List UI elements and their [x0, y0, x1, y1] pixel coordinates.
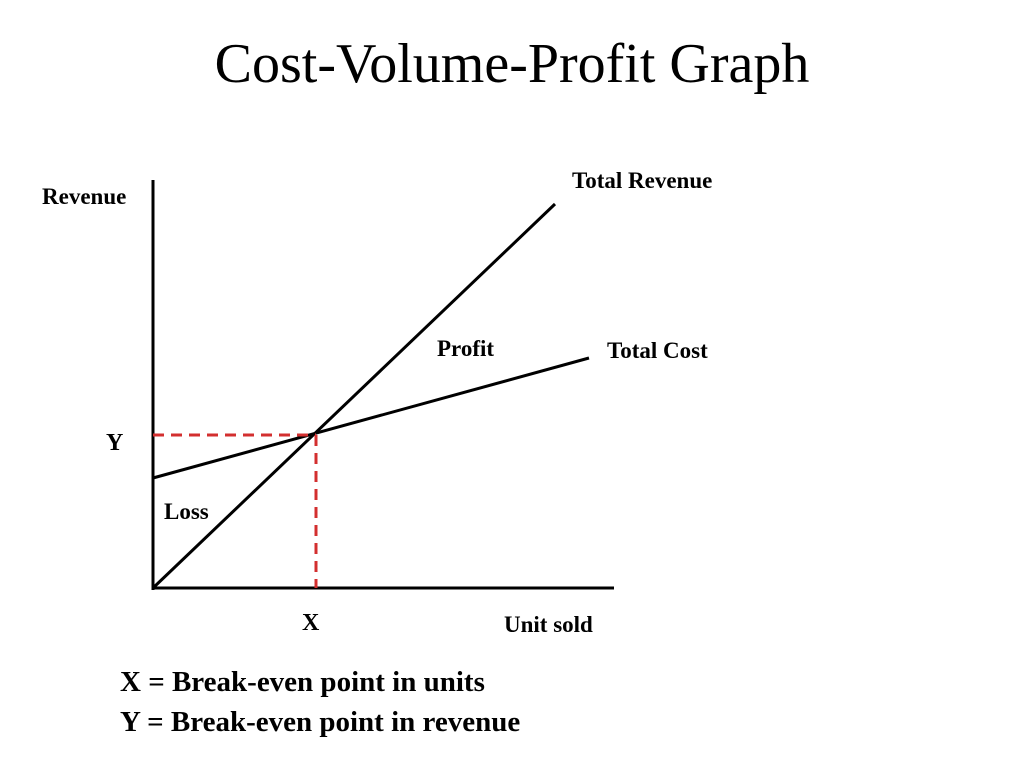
total-revenue-line — [151, 202, 557, 590]
legend: X = Break-even point in units Y = Break-… — [120, 662, 520, 742]
x-axis-label: Unit sold — [504, 612, 593, 637]
total-cost-line — [152, 356, 590, 480]
loss-label: Loss — [164, 499, 209, 524]
legend-break-even-units: X = Break-even point in units — [120, 666, 485, 698]
profit-label: Profit — [437, 336, 494, 361]
total-cost-label: Total Cost — [607, 338, 708, 363]
break-even-x-marker: X — [302, 610, 320, 636]
break-even-y-marker: Y — [106, 430, 123, 456]
y-axis-label: Revenue — [42, 184, 126, 209]
total-revenue-label: Total Revenue — [572, 168, 712, 193]
legend-break-even-revenue: Y = Break-even point in revenue — [120, 706, 521, 738]
page-title: Cost-Volume-Profit Graph — [214, 33, 810, 95]
